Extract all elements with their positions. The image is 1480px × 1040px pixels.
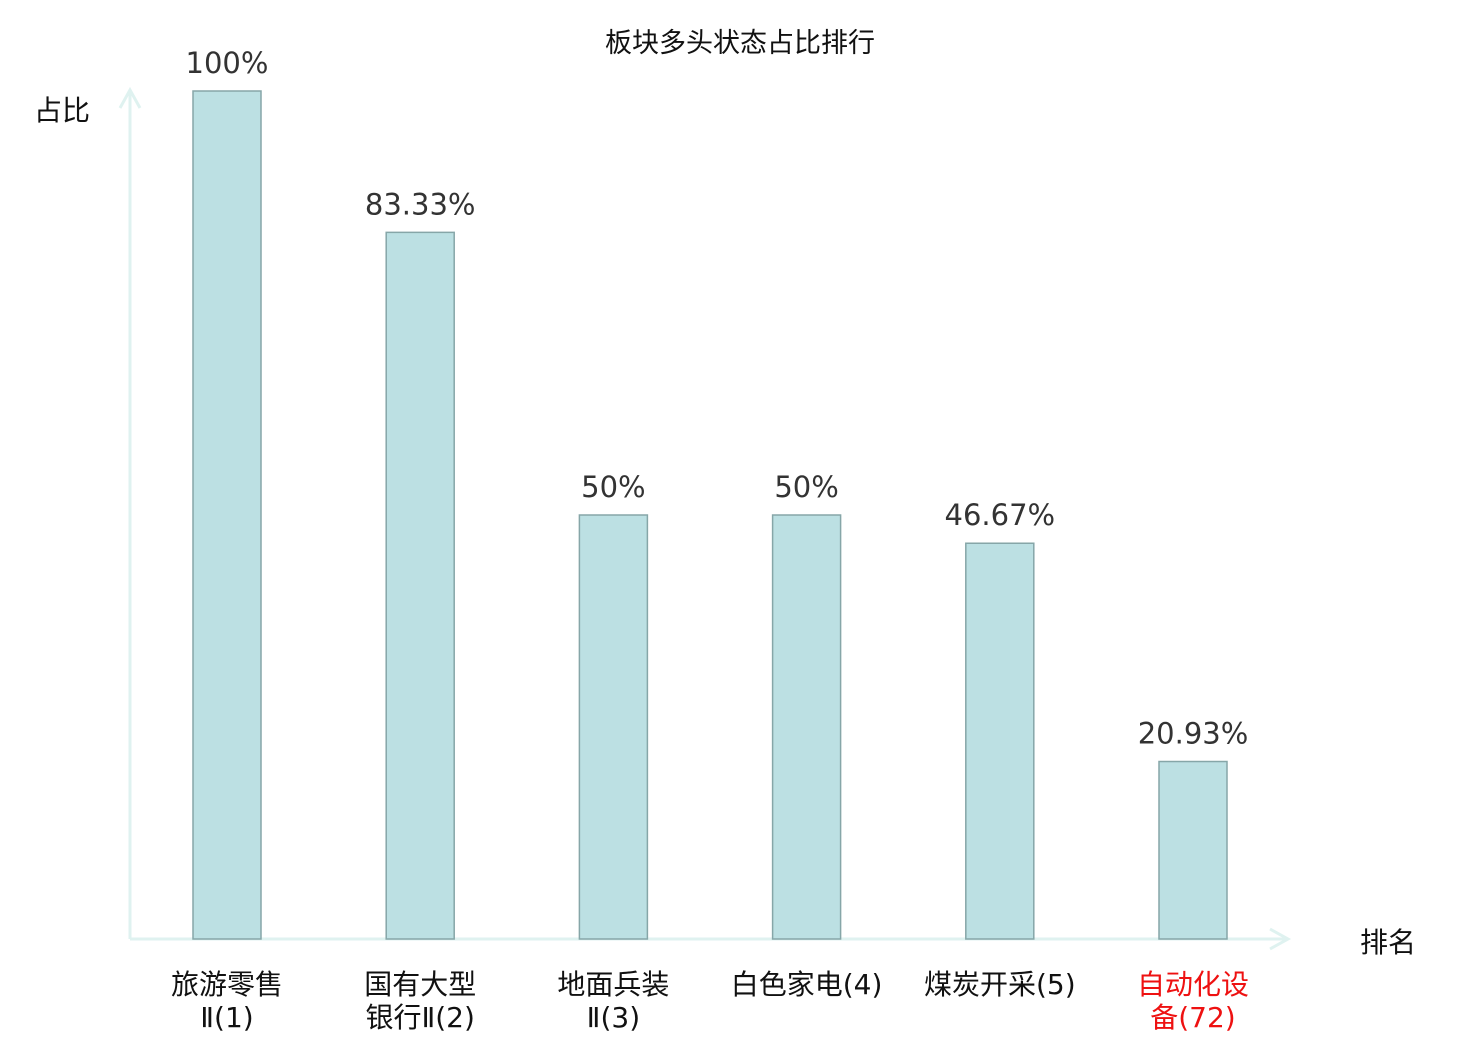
x-tick-label: 煤炭开采(5) bbox=[924, 968, 1076, 1001]
x-tick-label: Ⅱ(1) bbox=[200, 1001, 253, 1034]
bar bbox=[578, 514, 649, 940]
y-axis bbox=[118, 86, 142, 939]
bar bbox=[385, 231, 455, 940]
y-axis-label: 占比 bbox=[34, 94, 90, 127]
data-label: 46.67% bbox=[945, 498, 1056, 532]
data-label: 83.33% bbox=[365, 187, 476, 221]
data-label: 100% bbox=[186, 46, 269, 80]
y-axis-arrow-icon bbox=[118, 86, 142, 109]
x-axis bbox=[130, 927, 1292, 951]
bar bbox=[771, 514, 842, 940]
bar bbox=[1158, 760, 1228, 940]
x-tick-label: 银行Ⅱ(2) bbox=[365, 1001, 474, 1034]
x-tick-label: 国有大型 bbox=[364, 968, 476, 1001]
bar bbox=[965, 542, 1035, 940]
bar bbox=[192, 90, 262, 940]
data-label: 50% bbox=[774, 470, 838, 504]
data-label: 50% bbox=[581, 470, 645, 504]
x-tick-label: Ⅱ(3) bbox=[587, 1001, 640, 1034]
data-label: 20.93% bbox=[1138, 717, 1249, 751]
x-axis-label: 排名 bbox=[1360, 926, 1416, 959]
chart-title: 板块多头状态占比排行 bbox=[605, 28, 875, 59]
x-tick-label: 地面兵装 bbox=[557, 968, 669, 1001]
x-axis-arrow-icon bbox=[1269, 927, 1292, 951]
x-tick-label: 自动化设 bbox=[1137, 968, 1249, 1001]
x-tick-label: 备(72) bbox=[1150, 1001, 1235, 1034]
x-tick-label: 旅游零售 bbox=[171, 968, 283, 1001]
x-tick-label: 白色家电(4) bbox=[731, 968, 883, 1001]
